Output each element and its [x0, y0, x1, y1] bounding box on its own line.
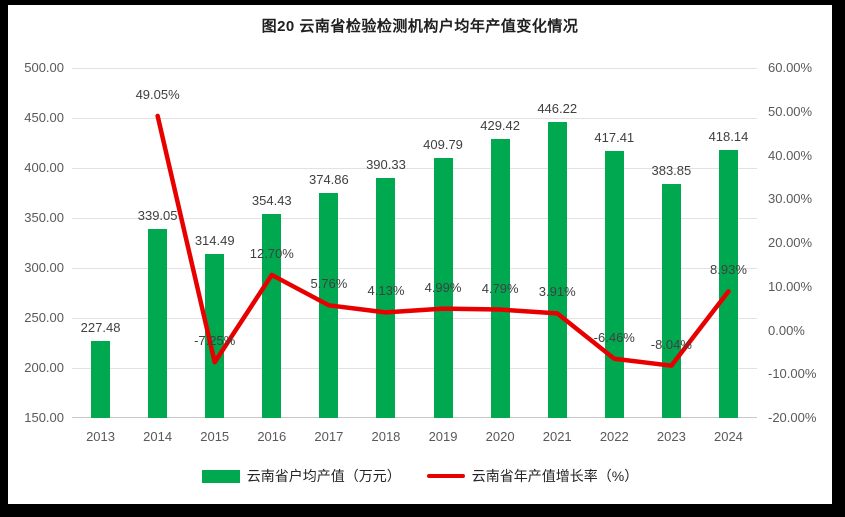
line-point-label-2024: 8.93% [710, 262, 747, 278]
bar-value-label-2014: 339.05 [137, 207, 178, 223]
chart-title: 图20 云南省检验检测机构户均年产值变化情况 [261, 18, 579, 35]
x-axis-tick-label-2017: 2017 [314, 429, 344, 444]
gridline [72, 168, 757, 169]
x-axis-tick-label-2018: 2018 [371, 429, 401, 444]
bar-value-label-2018: 390.33 [366, 156, 406, 172]
x-axis-tick-label-2015: 2015 [200, 429, 230, 444]
bar-series-swatch-icon [201, 469, 240, 483]
line-point-label-2019: 4.99% [424, 279, 462, 295]
x-axis-tick-label-2014: 2014 [143, 429, 173, 444]
left-axis-tick-label: 300.00 [24, 260, 64, 275]
x-axis-tick-label-2022: 2022 [599, 429, 629, 444]
bar-2021 [547, 121, 567, 418]
right-percent-axis: 60.00% 50.00% 40.00% 30.00% 20.00% 10.00% 0.00… [768, 60, 832, 425]
bar-value-label-2013: 227.48 [80, 319, 121, 335]
bar-value-label-2023: 383.85 [651, 163, 692, 179]
gridline [72, 318, 757, 319]
left-value-axis: 500.00 450.00 400.00 350.00 300.00 250.00 200.… [8, 60, 64, 425]
bar-2024 [718, 149, 738, 418]
line-point-label-2014: 49.05% [135, 86, 180, 102]
bar-value-label-2024: 418.14 [708, 128, 749, 144]
right-axis-tick-label: 60.00% [768, 60, 813, 75]
bar-2016 [262, 213, 282, 418]
right-axis-tick-label: 30.00% [768, 191, 813, 207]
left-axis-tick-label: 450.00 [24, 110, 64, 125]
gridline [72, 368, 757, 369]
gridline [72, 68, 757, 69]
bar-value-label-2022: 417.41 [594, 129, 635, 145]
left-axis-tick-label: 400.00 [24, 160, 64, 175]
right-axis-tick-label: 20.00% [768, 235, 813, 250]
legend-item-bar-series: 云南省户均产值（万元） [201, 466, 401, 486]
x-axis-tick-label-2020: 2020 [485, 429, 515, 444]
bar-2013 [91, 340, 111, 418]
legend-item-line-series: 云南省年产值增长率（%） [426, 466, 639, 486]
bar-2018 [376, 177, 396, 418]
legend-label-line-series: 云南省年产值增长率（%） [471, 468, 639, 484]
bar-2014 [148, 228, 168, 418]
legend-label-bar-series: 云南省户均产值（万元） [246, 468, 401, 484]
right-axis-tick-label: -10.00% [768, 366, 817, 382]
growth-rate-line [155, 113, 731, 368]
line-point-label-2023: -8.04% [650, 336, 692, 352]
bar-value-label-2016: 354.43 [251, 192, 292, 208]
bar-2015 [205, 253, 225, 418]
bar-value-label-2021: 446.22 [537, 100, 578, 116]
chart-canvas: 图20 云南省检验检测机构户均年产值变化情况 500.00 450.00 400.0… [8, 5, 832, 504]
line-point-label-2015: -7.25% [194, 333, 236, 349]
line-point-label-2020: 4.79% [481, 280, 519, 296]
legend: 云南省户均产值（万元） 云南省年产值增长率（%） [8, 466, 832, 486]
x-axis-line [72, 417, 757, 418]
gridline [72, 268, 757, 269]
bar-2022 [604, 150, 624, 418]
bar-value-label-2020: 429.42 [480, 117, 520, 133]
x-axis-tick-label-2023: 2023 [656, 429, 686, 444]
line-point-label-2021: 3.91% [538, 284, 576, 300]
left-axis-tick-label: 200.00 [24, 360, 64, 375]
line-point-label-2018: 4.13% [367, 283, 405, 299]
right-axis-tick-label: 50.00% [768, 103, 813, 119]
left-axis-tick-label: 500.00 [24, 60, 64, 75]
bar-value-label-2017: 374.86 [308, 172, 349, 188]
x-axis-tick-label-2021: 2021 [542, 429, 572, 444]
bar-2019 [433, 158, 453, 418]
line-point-label-2017: 5.76% [310, 276, 348, 292]
line-series-swatch-icon [426, 474, 465, 478]
bar-2020 [490, 138, 510, 418]
x-axis-tick-label-2013: 2013 [86, 429, 115, 444]
bar-value-label-2015: 314.49 [194, 232, 235, 248]
line-point-label-2022: -6.46% [593, 329, 635, 345]
bar-value-label-2019: 409.79 [423, 137, 463, 153]
x-axis-tick-label-2024: 2024 [713, 429, 743, 444]
right-axis-tick-label: 0.00% [768, 322, 805, 338]
right-axis-tick-label: 40.00% [768, 147, 813, 163]
category-axis: 2013 2014 2015 2016 2017 2018 2019 2020 2021 2022… [72, 429, 757, 449]
x-axis-tick-label-2016: 2016 [257, 429, 287, 444]
line-point-label-2016: 12.70% [249, 245, 294, 261]
gridline [72, 118, 757, 119]
right-axis-tick-label: 10.00% [768, 278, 813, 294]
x-axis-tick-label-2019: 2019 [428, 429, 458, 444]
left-axis-tick-label: 250.00 [24, 310, 64, 325]
right-axis-tick-label: -20.00% [768, 410, 817, 425]
plot-area: 227.48 339.05 314.49 354.43 374.86 390.33 409.… [72, 68, 757, 418]
left-axis-tick-label: 350.00 [24, 210, 64, 225]
left-axis-tick-label: 150.00 [24, 410, 64, 425]
gridline [72, 218, 757, 219]
